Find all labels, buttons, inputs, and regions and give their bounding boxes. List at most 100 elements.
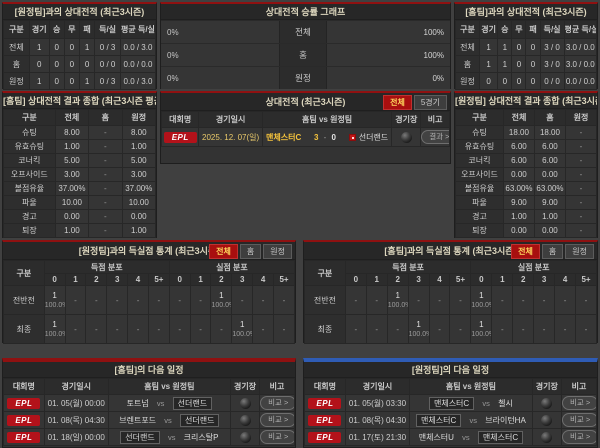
- schedule-row: EPL 01. 05(월) 03:30 맨체스터C vs 첼시 비교 >: [304, 394, 598, 412]
- table-row: 경고 1.00 1.00-: [455, 209, 598, 224]
- row-label: 코너킥: [455, 153, 504, 168]
- filter-home-button[interactable]: 홈: [239, 244, 262, 259]
- stat-cell: 1: [497, 55, 513, 73]
- stat-cell: 0.00: [54, 209, 90, 224]
- home-team: 토트넘: [126, 398, 149, 408]
- filter-last5-button[interactable]: 5경기: [413, 95, 447, 110]
- stat-cell: 9.00: [502, 195, 535, 210]
- action-cell: 비교 >: [259, 411, 295, 429]
- league-cell: EPL: [160, 127, 200, 147]
- stadium-cell: [229, 428, 261, 446]
- col-header: 경기일시: [344, 378, 411, 395]
- compare-button[interactable]: 비교 >: [562, 413, 596, 427]
- stat-cell: 0.00: [502, 167, 535, 182]
- row-label: 유효슈팅: [3, 139, 56, 154]
- stadium-icon[interactable]: [400, 131, 412, 143]
- panel-h2h-vs-home: [홈팀]과의 상대전적 (최근3시즌) 구분 경기 승 무 패 득/실 평균 득…: [454, 2, 598, 90]
- compare-button[interactable]: 비교 >: [260, 413, 294, 427]
- stadium-icon[interactable]: [239, 414, 251, 426]
- table-row: 파울 10.00-10.00: [3, 195, 157, 210]
- stat-cell: -: [88, 125, 123, 140]
- away-team: 선더랜드: [358, 132, 389, 142]
- stadium-icon[interactable]: [541, 397, 553, 409]
- stat-cell: 10.00: [54, 195, 90, 210]
- stadium-icon[interactable]: [239, 431, 251, 443]
- compare-button[interactable]: 비교 >: [562, 396, 596, 410]
- winrate-left-track: [182, 26, 273, 38]
- row-label: 볼점유율: [455, 181, 504, 196]
- filter-away-button[interactable]: 원정: [565, 244, 594, 259]
- dist-cell: -: [85, 285, 108, 315]
- schedule-row: EPL 01. 05(월) 00:00 토트넘 vs 선더랜드 비교 >: [3, 394, 295, 412]
- stadium-cell: [531, 428, 562, 446]
- stadium-icon[interactable]: [541, 431, 553, 443]
- match-teams-cell: 맨체스터C vs 브라이턴HA: [409, 411, 533, 429]
- table-row: 코너킥 5.00-5.00: [3, 153, 157, 168]
- col-header: 전체: [54, 109, 90, 126]
- compare-button[interactable]: 비교 >: [260, 430, 294, 444]
- compare-button[interactable]: 비교 >: [260, 396, 294, 410]
- match-teams-cell: 맨체스터C vs 첼시: [409, 394, 533, 412]
- stat-cell: 0.00: [502, 223, 535, 238]
- col-header: 득/실: [94, 20, 121, 39]
- winrate-right-zone: 100%: [327, 21, 450, 43]
- stat-cell: 0: [78, 55, 96, 73]
- stadium-cell: [531, 394, 562, 412]
- col-header: 홈팀 vs 원정팀: [107, 378, 231, 395]
- panel-title: [원정팀]과의 득실점 통계 (최근3시즌): [78, 246, 220, 256]
- league-cell: EPL: [304, 394, 346, 412]
- filter-away-button[interactable]: 원정: [263, 244, 292, 259]
- row-label: 전체: [455, 38, 480, 56]
- stadium-icon[interactable]: [239, 397, 251, 409]
- table-header-row: 대회명 경기일시 홈팀 vs 원정팀 경기장 비고: [160, 111, 450, 128]
- table-row: 유효슈팅 6.00 6.00-: [455, 139, 598, 154]
- col-header: 경기장: [391, 111, 422, 128]
- col-header: 승: [497, 20, 513, 39]
- dist-cell: -: [106, 285, 129, 315]
- dist-cell: -: [252, 285, 275, 315]
- filter-buttons: 전체 5경기: [383, 95, 447, 110]
- action-cell: 비교 >: [560, 411, 598, 429]
- table-row: 전체 1 0 0 1 0 / 3 0.0 / 3.0: [3, 38, 157, 56]
- stat-cell: 0 / 3: [94, 72, 121, 90]
- dist-cell: -: [428, 285, 451, 315]
- conceded-group-header: 실점 분포: [470, 260, 597, 274]
- dist-cell: -: [533, 314, 556, 344]
- table-row: 원정 1 0 0 1 0 / 3 0.0 / 3.0: [3, 72, 157, 90]
- stat-cell: 1.00: [54, 223, 90, 238]
- league-badge: EPL: [7, 397, 41, 409]
- filter-all-button[interactable]: 전체: [511, 244, 540, 259]
- row-label: 슈팅: [455, 125, 504, 140]
- filter-home-button[interactable]: 홈: [541, 244, 564, 259]
- panel-title-bar: [홈팀]과의 득실점 통계 (최근3시즌) 전체 홈 원정: [304, 242, 597, 260]
- filter-all-button[interactable]: 전체: [209, 244, 238, 259]
- stat-cell: 1: [28, 72, 50, 90]
- dist-cell: -: [449, 285, 472, 315]
- bin-header: 5+: [273, 273, 295, 286]
- bin-header: 1: [189, 273, 212, 286]
- dist-cell: -: [147, 314, 170, 344]
- compare-button[interactable]: 비교 >: [562, 430, 596, 444]
- col-header: 홈팀 vs 원정팀: [409, 378, 533, 395]
- table-row: 홈 0 0 0 0 0 / 0 0.0 / 0.0: [3, 55, 157, 73]
- stat-cell: 8.00: [121, 125, 157, 140]
- filter-all-button[interactable]: 전체: [383, 95, 412, 110]
- stat-cell: 37.00%: [54, 181, 90, 196]
- stadium-icon[interactable]: [541, 414, 553, 426]
- stat-cell: -: [88, 181, 123, 196]
- panel-title: [원정팀]과의 상대전적 (최근3시즌): [3, 4, 156, 20]
- home-score: 3: [313, 132, 319, 142]
- match-date: 01. 05(월) 00:00: [43, 394, 109, 412]
- away-team: 맨체스터C: [477, 430, 524, 444]
- stat-cell: 18.00: [502, 125, 535, 140]
- panel-title: [원정팀]의 다음 일정: [304, 362, 597, 378]
- row-label: 경고: [455, 209, 504, 224]
- col-header: 비고: [259, 378, 295, 395]
- dist-cell: -: [147, 285, 170, 315]
- result-button[interactable]: 결과 >: [421, 130, 449, 144]
- stat-cell: 0.0 / 0.0: [563, 72, 598, 90]
- panel-title: [홈팀] 상대전적 결과 종합 (최근3시즌 평균): [3, 93, 156, 109]
- league-badge: EPL: [308, 431, 342, 443]
